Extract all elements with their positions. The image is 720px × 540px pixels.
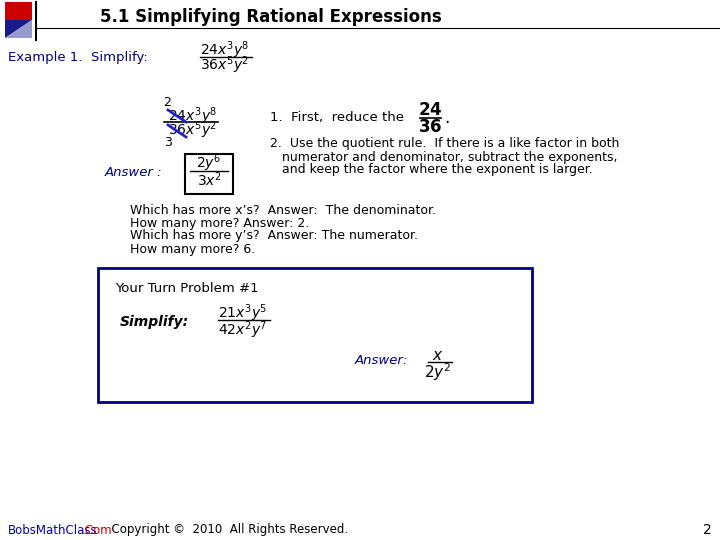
Text: Answer:: Answer: [355, 354, 408, 367]
Text: How many more? 6.: How many more? 6. [130, 242, 256, 255]
Text: BobsMathClass: BobsMathClass [8, 523, 98, 537]
Text: $3x^2$: $3x^2$ [197, 171, 222, 190]
Polygon shape [5, 2, 32, 20]
Text: $36x^5y^2$: $36x^5y^2$ [168, 119, 217, 141]
Text: .: . [444, 109, 449, 127]
FancyBboxPatch shape [98, 268, 532, 402]
Text: Example 1.  Simplify:: Example 1. Simplify: [8, 51, 148, 64]
Text: Your Turn Problem #1: Your Turn Problem #1 [115, 281, 258, 294]
Text: and keep the factor where the exponent is larger.: and keep the factor where the exponent i… [282, 164, 593, 177]
Polygon shape [5, 20, 32, 38]
Text: 5.1 Simplifying Rational Expressions: 5.1 Simplifying Rational Expressions [100, 8, 442, 26]
Text: $x$: $x$ [432, 348, 444, 363]
Text: $2y^2$: $2y^2$ [424, 361, 451, 383]
Text: Simplify:: Simplify: [120, 315, 189, 329]
Text: $24x^3y^8$: $24x^3y^8$ [168, 105, 217, 127]
Text: Which has more y’s?  Answer: The numerator.: Which has more y’s? Answer: The numerato… [130, 230, 418, 242]
Text: numerator and denominator, subtract the exponents,: numerator and denominator, subtract the … [282, 151, 618, 164]
Text: $\mathbf{24}$: $\mathbf{24}$ [418, 101, 442, 119]
Text: Which has more x’s?  Answer:  The denominator.: Which has more x’s? Answer: The denomina… [130, 204, 436, 217]
Text: $2y^6$: $2y^6$ [197, 152, 222, 174]
Text: .Com: .Com [82, 523, 112, 537]
Text: How many more? Answer: 2.: How many more? Answer: 2. [130, 217, 310, 230]
Text: $21x^3y^5$: $21x^3y^5$ [218, 302, 267, 324]
Text: 2: 2 [703, 523, 712, 537]
Text: 2: 2 [163, 97, 171, 110]
Text: 3: 3 [164, 136, 172, 148]
Text: Answer :: Answer : [105, 165, 163, 179]
Text: Copyright ©  2010  All Rights Reserved.: Copyright © 2010 All Rights Reserved. [104, 523, 348, 537]
Text: 2.  Use the quotient rule.  If there is a like factor in both: 2. Use the quotient rule. If there is a … [270, 138, 619, 151]
Text: $\mathbf{36}$: $\mathbf{36}$ [418, 118, 442, 136]
Text: $24x^3y^8$: $24x^3y^8$ [200, 39, 249, 61]
Text: $36x^5y^2$: $36x^5y^2$ [200, 54, 249, 76]
Text: 1.  First,  reduce the: 1. First, reduce the [270, 111, 404, 125]
Text: $42x^2y^7$: $42x^2y^7$ [218, 319, 267, 341]
Polygon shape [5, 20, 32, 38]
FancyBboxPatch shape [185, 154, 233, 194]
